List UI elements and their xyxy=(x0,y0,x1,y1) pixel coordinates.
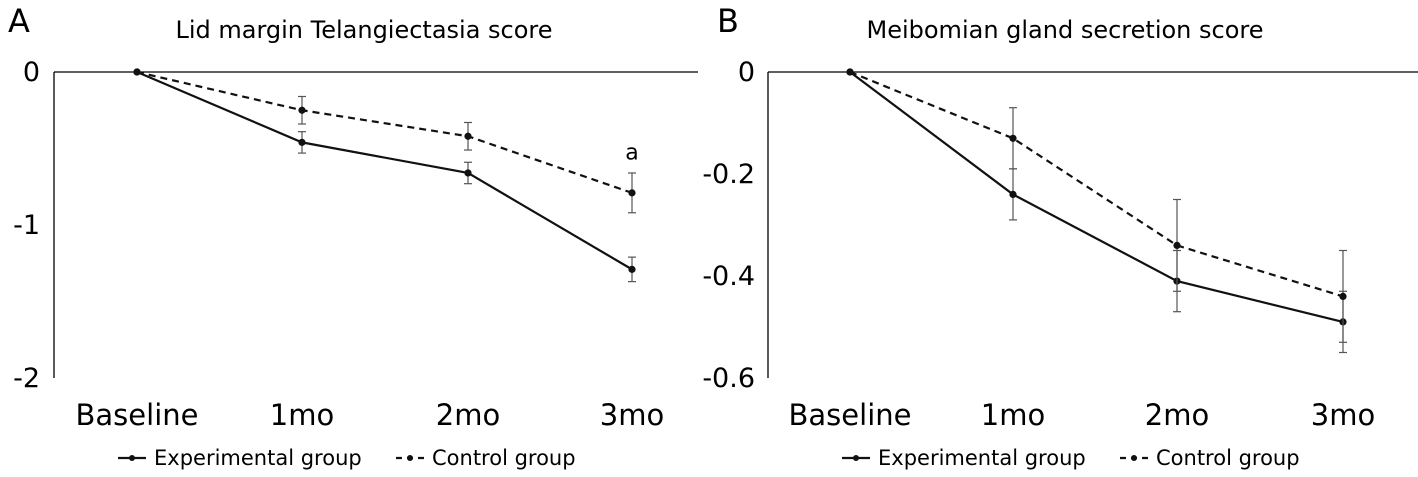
panel-label: A xyxy=(8,2,30,40)
y-tick-label: -0.6 xyxy=(702,363,755,394)
significance-marker: a xyxy=(625,141,638,166)
data-point xyxy=(846,68,854,76)
data-point xyxy=(298,138,306,146)
chart-title: Meibomian gland secretion score xyxy=(867,16,1264,44)
data-point xyxy=(298,106,306,114)
y-tick-label: -0.2 xyxy=(702,159,755,190)
series-line-experimental xyxy=(849,71,1344,323)
chart-svg-b: B Meibomian gland secretion score 0 -0.2 -0.… xyxy=(702,2,1418,470)
data-point xyxy=(133,68,141,76)
y-tick-label: 0 xyxy=(738,57,755,88)
data-point xyxy=(628,265,636,273)
x-tick-label: 1mo xyxy=(981,398,1045,432)
data-point xyxy=(464,132,472,140)
x-tick-label: 1mo xyxy=(270,398,334,432)
x-tick-label: 3mo xyxy=(1311,398,1375,432)
y-tick-label: -1 xyxy=(13,210,40,241)
y-tick-label: -0.4 xyxy=(702,261,755,292)
chart-panel-a: A Lid margin Telangiectasia score 0 -1 -2 Bas… xyxy=(8,2,698,470)
x-tick-label: 2mo xyxy=(1145,398,1209,432)
legend-label-experimental: Experimental group xyxy=(154,446,362,470)
data-point xyxy=(628,189,636,197)
chart-title: Lid margin Telangiectasia score xyxy=(175,16,552,44)
legend-label-experimental: Experimental group xyxy=(878,446,1086,470)
series-line-control xyxy=(849,70,1344,298)
x-tick-label: 2mo xyxy=(436,398,500,432)
panel-label: B xyxy=(717,2,739,40)
series-line-control xyxy=(136,70,633,194)
legend-label-control: Control group xyxy=(432,446,576,470)
legend-marker-experimental xyxy=(853,455,859,461)
legend-label-control: Control group xyxy=(1156,446,1300,470)
chart-panel-b: B Meibomian gland secretion score 0 -0.2 -0.… xyxy=(702,0,1418,477)
legend-marker-control xyxy=(407,455,413,461)
x-tick-label: 3mo xyxy=(600,398,664,432)
x-tick-label: Baseline xyxy=(789,398,912,432)
data-point xyxy=(1009,190,1017,198)
data-point xyxy=(1339,292,1347,300)
y-tick-label: -2 xyxy=(13,363,40,394)
data-point xyxy=(464,169,472,177)
series-line-experimental xyxy=(136,70,633,271)
data-point xyxy=(1173,241,1181,249)
legend-marker-control xyxy=(1131,455,1137,461)
data-point xyxy=(1009,134,1017,142)
x-tick-label: Baseline xyxy=(76,398,199,432)
legend-marker-experimental xyxy=(129,455,135,461)
y-tick-label: 0 xyxy=(23,57,40,88)
chart-svg-a: A Lid margin Telangiectasia score 0 -1 -2 Bas… xyxy=(8,2,698,470)
